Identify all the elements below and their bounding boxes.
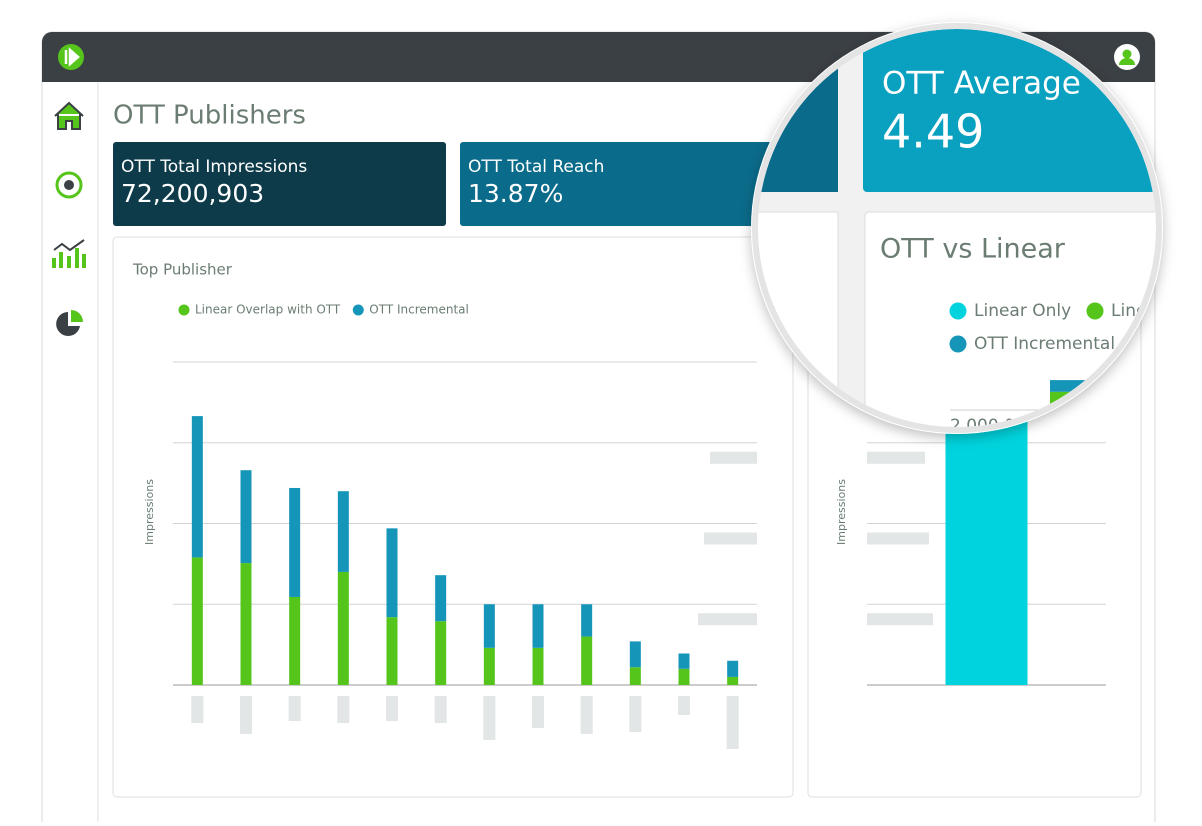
x-tick-placeholder — [726, 696, 739, 749]
reach-icon[interactable] — [55, 171, 83, 199]
x-tick-placeholder — [191, 696, 204, 723]
legend-marker — [949, 302, 967, 320]
y-axis-label: Impressions — [835, 479, 848, 545]
reach-card — [460, 142, 793, 226]
bar-segment — [581, 604, 593, 637]
bar-segment — [289, 487, 301, 597]
x-tick-placeholder — [532, 696, 544, 728]
card-value: 72,200,903 — [121, 179, 264, 208]
x-tick-placeholder — [629, 696, 642, 732]
bar-segment — [386, 617, 398, 685]
x-tick-placeholder — [678, 696, 690, 715]
bar-segment — [581, 636, 593, 685]
legend-marker — [949, 335, 967, 353]
y-tick-placeholder — [698, 613, 757, 626]
bar-segment — [240, 470, 252, 564]
user-head — [1122, 49, 1132, 59]
card-value: 13.87% — [468, 179, 563, 208]
bar-segment — [532, 647, 544, 685]
x-tick-placeholder — [288, 696, 301, 721]
y-axis-label: Impressions — [143, 479, 156, 545]
bar-segment — [337, 491, 349, 572]
bar-segment — [289, 596, 301, 685]
bar-segment — [483, 604, 495, 648]
bar-segment — [337, 571, 349, 685]
bar-segment — [727, 676, 739, 685]
pie-icon-slice — [71, 310, 83, 322]
chart-title: Top Publisher — [132, 261, 233, 279]
bar-segment — [629, 667, 641, 685]
legend-label: OTT Incremental — [974, 334, 1115, 354]
x-tick-placeholder — [337, 696, 350, 723]
legend-marker — [1086, 302, 1104, 320]
analytics-icon[interactable] — [52, 248, 86, 268]
bar-segment — [191, 416, 203, 558]
card-value: 4.49 — [882, 105, 984, 159]
top-publisher-panel — [112, 236, 794, 798]
legend-label: Linear Only — [974, 301, 1071, 321]
card-label: OTT Average — [882, 66, 1081, 102]
bar-segment — [386, 528, 398, 618]
bar-segment — [532, 604, 544, 648]
bar-segment — [678, 668, 690, 685]
analytics-line — [53, 239, 85, 252]
x-tick-placeholder — [240, 696, 252, 734]
card-label: OTT Total Reach — [468, 157, 604, 177]
magnifier-rim — [752, 23, 1162, 433]
legend-label: Linear Overlap with OTT — [1111, 301, 1202, 321]
logo-mark — [64, 47, 80, 67]
bar-segment — [191, 557, 203, 685]
user-body — [1119, 58, 1135, 65]
y-tick-placeholder — [867, 451, 925, 464]
top-publisher-chart: Linear Overlap with OTT OTT Incremental — [173, 303, 757, 749]
card-label: OTT Total Impressions — [121, 157, 307, 177]
legend-marker — [352, 304, 364, 316]
reach-icon-core — [64, 180, 74, 190]
x-tick-placeholder — [580, 696, 593, 734]
impressions-card — [113, 142, 446, 226]
x-tick-placeholder — [483, 696, 496, 740]
home-icon[interactable] — [54, 101, 84, 130]
y-tick-placeholder — [704, 532, 757, 545]
bar-segment — [629, 641, 641, 668]
y-tick-placeholder — [867, 613, 933, 626]
bar-segment — [483, 647, 495, 685]
y-tick-placeholder — [710, 451, 757, 464]
page-title: OTT Publishers — [113, 101, 306, 131]
x-tick-placeholder — [386, 696, 398, 721]
pie-icon[interactable] — [56, 312, 80, 336]
y-tick-label: 2,000,000 — [950, 416, 1037, 436]
y-tick-placeholder — [867, 532, 929, 545]
bar-segment — [435, 621, 447, 685]
legend-label: OTT Incremental — [369, 303, 469, 317]
bar-segment — [240, 563, 252, 685]
legend-marker — [178, 304, 190, 316]
x-tick-placeholder — [434, 696, 447, 723]
bar-segment — [435, 575, 447, 622]
bar-segment — [678, 653, 690, 669]
bar-segment — [727, 660, 739, 677]
legend-label: Linear Overlap with OTT — [195, 303, 341, 317]
chart-title: OTT vs Linear — [880, 234, 1066, 265]
